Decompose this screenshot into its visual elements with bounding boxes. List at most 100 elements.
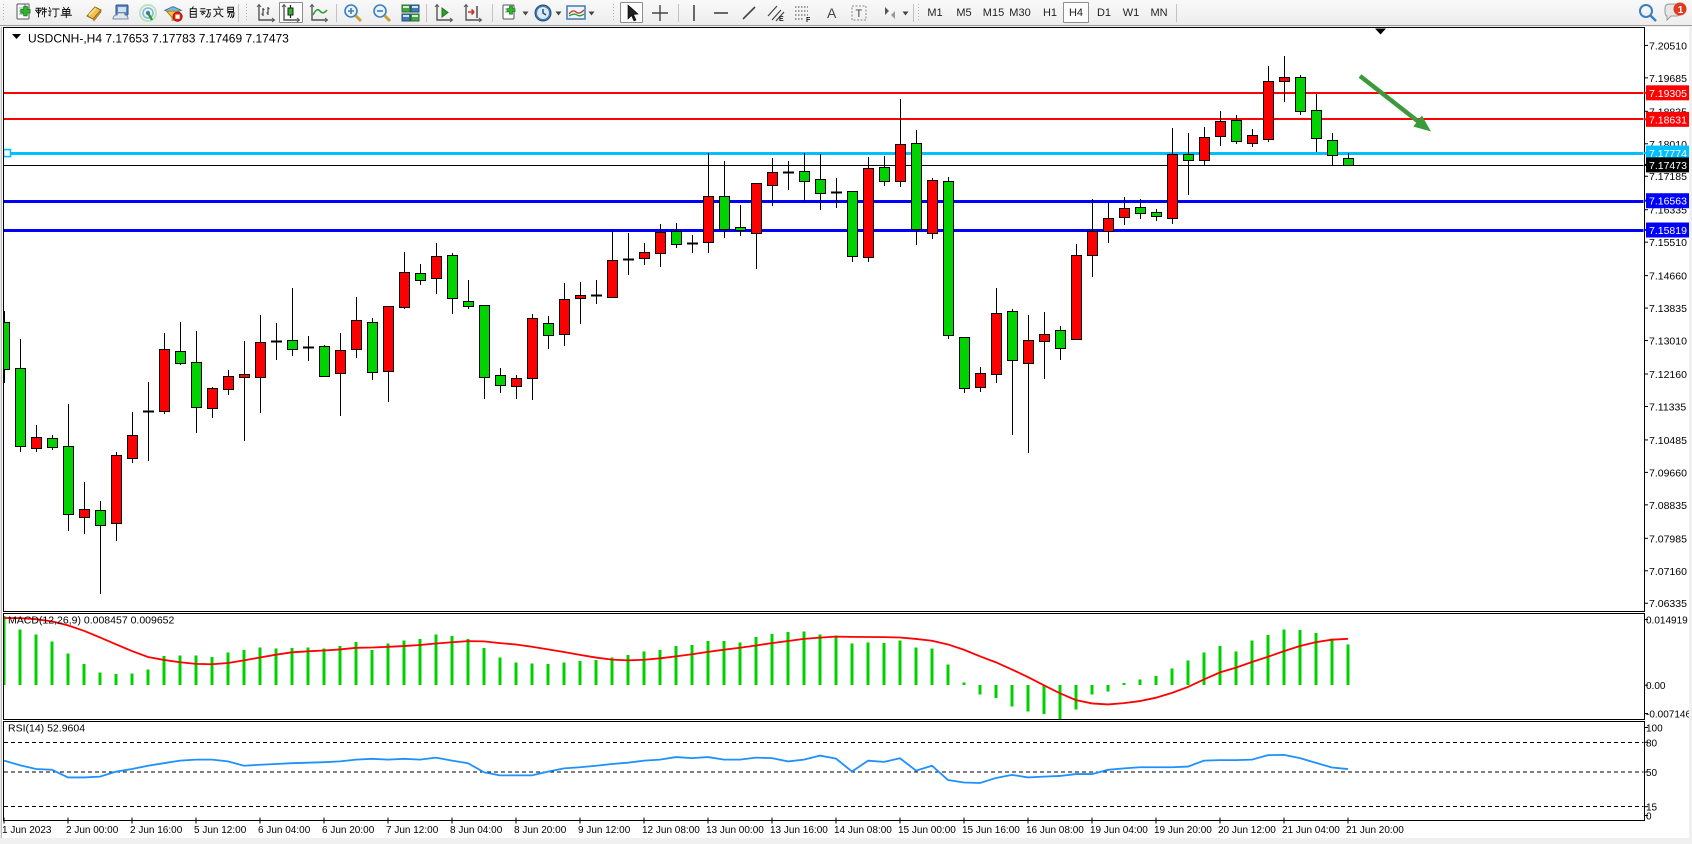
timeframe-button-h1[interactable]: H1 (1042, 6, 1058, 19)
candle-19-Jun-16-00[interactable] (1135, 199, 1146, 219)
candle-12-Jun-16-00[interactable] (671, 223, 682, 248)
candle-6-Jun-00-00[interactable] (239, 341, 250, 441)
notifications-button[interactable]: 1 (1660, 2, 1690, 23)
candle-2-Jun-16-00[interactable] (127, 412, 138, 463)
candle-5-Jun-00-00[interactable] (143, 382, 154, 461)
candle-6-Jun-04-00[interactable] (255, 315, 266, 413)
candle-9-Jun-12-00[interactable] (575, 282, 586, 324)
candle-12-Jun-12-00[interactable] (655, 224, 666, 267)
candle-15-Jun-16-00[interactable] (959, 337, 970, 393)
candle-20-Jun-04-00[interactable] (1183, 133, 1194, 195)
new-chart-button[interactable] (499, 2, 521, 23)
candle-14-Jun-04-00[interactable] (815, 154, 826, 210)
horizontal-line-tool-button[interactable] (712, 2, 730, 23)
chart-canvas[interactable]: USDCNH-,H4 7.17653 7.17783 7.17469 7.174… (0, 27, 1692, 844)
candle-8-Jun-08-00[interactable] (463, 280, 474, 309)
candle-7-Jun-16-00[interactable] (399, 252, 410, 309)
candle-15-Jun-04-00[interactable] (911, 130, 922, 245)
candle-19-Jun-08-00[interactable] (1103, 202, 1114, 243)
new-order-label[interactable] (34, 2, 74, 23)
text-tool-button[interactable]: A (824, 2, 840, 23)
candle-15-Jun-00-00[interactable] (895, 99, 906, 187)
candle-8-Jun-16-00[interactable] (495, 368, 506, 393)
candle-13-Jun-16-00[interactable] (767, 158, 778, 206)
candle-14-Jun-20-00[interactable] (879, 156, 890, 186)
rsi-pane[interactable] (3, 721, 1645, 821)
candle-7-Jun-04-00[interactable] (351, 297, 362, 358)
candle-16-Jun-00-00[interactable] (991, 288, 1002, 383)
candle-12-Jun-08-00[interactable] (639, 243, 650, 265)
candle-2-Jun-12-00[interactable] (111, 452, 122, 541)
profiles-button[interactable] (532, 2, 554, 23)
fibonacci-tool-button[interactable]: F (793, 2, 813, 23)
search-button[interactable] (1636, 2, 1660, 23)
candle-20-Jun-08-00[interactable] (1199, 127, 1210, 165)
timeframe-button-m30[interactable]: M30 (1009, 6, 1031, 19)
candle-15-Jun-12-00[interactable] (943, 177, 954, 339)
candle-2-Jun-00-00[interactable] (63, 404, 74, 531)
new-chart-dropdown[interactable] (521, 2, 530, 23)
macd-pane[interactable] (3, 613, 1645, 720)
autotrading-button[interactable] (162, 2, 184, 23)
crosshair-tool-button[interactable] (650, 2, 670, 23)
candle-12-Jun-00-00[interactable] (607, 231, 618, 298)
candle-12-Jun-20-00[interactable] (687, 235, 698, 253)
timeframe-button-mn[interactable]: MN (1150, 6, 1168, 19)
candle-8-Jun-20-00[interactable] (511, 375, 522, 399)
candle-19-Jun-04-00[interactable] (1087, 199, 1098, 277)
candle-1-Jun-16-00[interactable] (31, 425, 42, 452)
candle-7-Jun-08-00[interactable] (367, 318, 378, 380)
candle-1-Jun-08-00[interactable] (0, 311, 10, 383)
candle-5-Jun-04-00[interactable] (159, 333, 170, 414)
candle-19-Jun-00-00[interactable] (1071, 244, 1082, 340)
candle-6-Jun-16-00[interactable] (303, 336, 314, 361)
candle-7-Jun-00-00[interactable] (335, 333, 346, 416)
candle-6-Jun-20-00[interactable] (319, 345, 330, 377)
candle-2-Jun-04-00[interactable] (79, 482, 90, 534)
candle-5-Jun-20-00[interactable] (223, 370, 234, 395)
main-pane[interactable] (3, 27, 1645, 612)
timeframe-button-m1[interactable]: M1 (927, 6, 943, 19)
candle-16-Jun-08-00[interactable] (1023, 315, 1034, 453)
candle-5-Jun-16-00[interactable] (207, 387, 218, 418)
candle-16-Jun-12-00[interactable] (1039, 312, 1050, 379)
zoom-out-button[interactable] (371, 2, 393, 23)
candle-6-Jun-12-00[interactable] (287, 288, 298, 356)
auto-scroll-button[interactable] (433, 2, 455, 23)
candle-5-Jun-08-00[interactable] (175, 322, 186, 365)
trend-arrow-line[interactable] (1358, 74, 1423, 126)
zoom-in-button[interactable] (342, 2, 364, 23)
new-order-button[interactable] (14, 2, 36, 23)
candle-7-Jun-20-00[interactable] (415, 264, 426, 285)
candle-9-Jun-00-00[interactable] (527, 314, 538, 400)
candle-19-Jun-12-00[interactable] (1119, 197, 1130, 225)
candle-1-Jun-12-00[interactable] (15, 339, 26, 452)
trend-arrow-head[interactable] (1413, 115, 1431, 132)
indicators-dropdown[interactable] (587, 2, 596, 23)
candle-20-Jun-00-00[interactable] (1167, 128, 1178, 224)
candle-20-Jun-16-00[interactable] (1231, 115, 1242, 144)
candle-20-Jun-12-00[interactable] (1215, 111, 1226, 146)
candle-13-Jun-20-00[interactable] (783, 161, 794, 190)
candle-1-Jun-20-00[interactable] (47, 435, 58, 450)
indicators-button[interactable] (565, 2, 587, 23)
candle-19-Jun-20-00[interactable] (1151, 209, 1162, 221)
chart-window[interactable]: USDCNH-,H4 7.17653 7.17783 7.17469 7.174… (0, 27, 1692, 844)
market-watch-button[interactable] (82, 2, 106, 23)
vertical-line-tool-button[interactable] (686, 2, 702, 23)
text-label-tool-button[interactable]: T (850, 2, 868, 23)
candle-15-Jun-20-00[interactable] (975, 367, 986, 392)
candle-7-Jun-12-00[interactable] (383, 306, 394, 402)
timeframe-button-m15[interactable]: M15 (982, 6, 1005, 19)
candle-13-Jun-04-00[interactable] (719, 161, 730, 238)
candle-8-Jun-00-00[interactable] (431, 243, 442, 294)
candle-9-Jun-04-00[interactable] (543, 316, 554, 349)
timeframe-button-w1[interactable]: W1 (1122, 6, 1140, 19)
candle-8-Jun-04-00[interactable] (447, 253, 458, 314)
candle-13-Jun-12-00[interactable] (751, 183, 762, 269)
candle-16-Jun-16-00[interactable] (1055, 326, 1066, 360)
arrow-shapes-dropdown[interactable] (901, 2, 910, 23)
candle-16-Jun-04-00[interactable] (1007, 309, 1018, 435)
trendline-tool-button[interactable] (740, 2, 758, 23)
candle-5-Jun-12-00[interactable] (191, 331, 202, 433)
